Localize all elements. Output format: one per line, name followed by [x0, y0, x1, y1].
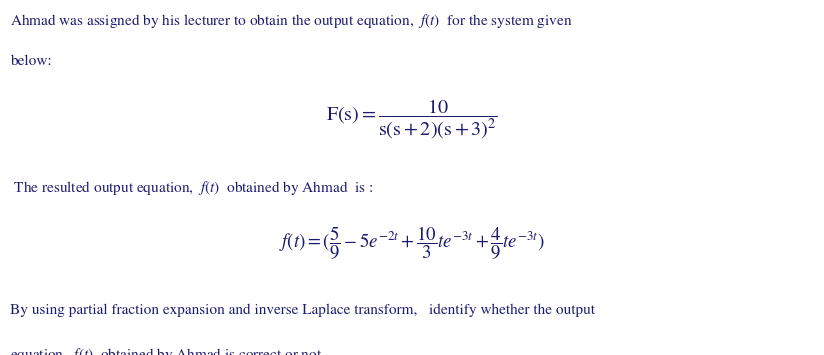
Text: below:: below:: [10, 55, 52, 69]
Text: By using partial fraction expansion and inverse Laplace transform,   identify wh: By using partial fraction expansion and …: [10, 304, 595, 317]
Text: $f(t) = (\dfrac{5}{9} - 5e^{-2t} + \dfrac{10}{3}te^{-3t} + \dfrac{4}{9}te^{-3t}): $f(t) = (\dfrac{5}{9} - 5e^{-2t} + \dfra…: [279, 224, 545, 262]
Text: The resulted output equation,  $f(t)$  obtained by Ahmad  is :: The resulted output equation, $f(t)$ obt…: [10, 179, 373, 197]
Text: Ahmad was assigned by his lecturer to obtain the output equation,  $f(t)$  for t: Ahmad was assigned by his lecturer to ob…: [10, 12, 573, 31]
Text: $\mathrm{F(s)} = \dfrac{10}{\mathrm{s(s + 2)(s + 3)^2}}$: $\mathrm{F(s)} = \dfrac{10}{\mathrm{s(s …: [326, 97, 498, 141]
Text: equation,  $f(t)$  obtained by Ahmad is correct or not.: equation, $f(t)$ obtained by Ahmad is co…: [10, 346, 325, 355]
